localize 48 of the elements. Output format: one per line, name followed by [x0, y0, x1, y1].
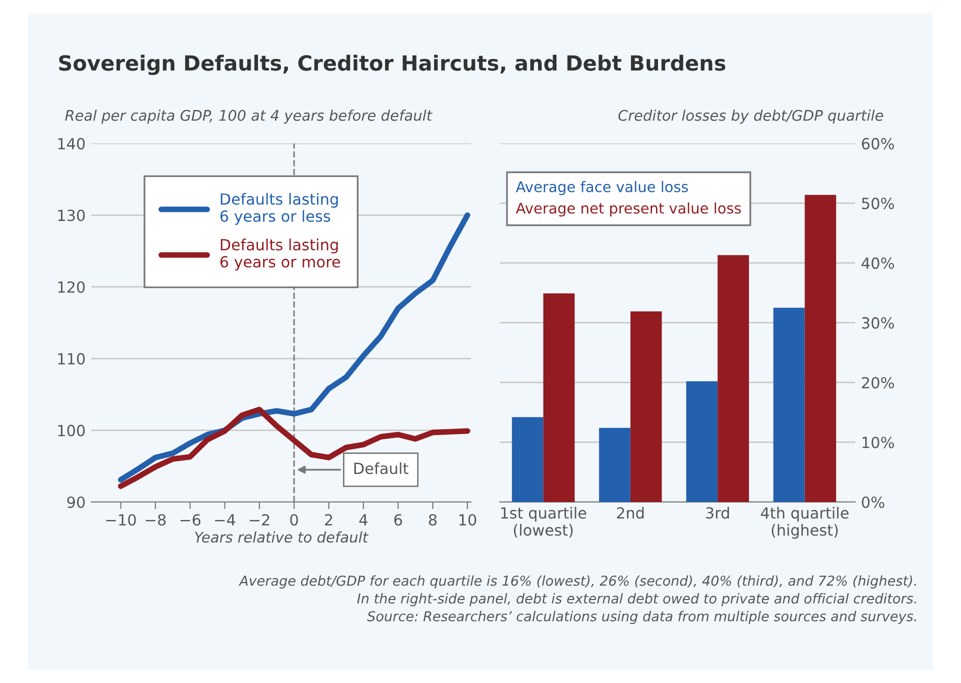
y-tick-label: 10% — [862, 436, 894, 448]
annotation: Default — [354, 462, 408, 474]
bar — [804, 194, 836, 502]
y-tick-label: 130 — [58, 210, 85, 222]
x-axis-title: Years relative to default — [195, 531, 369, 543]
x-tick-label: −10 — [106, 514, 136, 526]
text: Average debt/GDP for each quartile is 16% (lowest), 26% (second), 40% (third), and 72% (highest). — [238, 575, 916, 589]
x-tick-label: 2nd — [617, 506, 644, 519]
x-tick-label: 4th quartile (highest) — [760, 506, 849, 539]
text: In the right-side panel, debt is external debt owed to private and official creditors. — [357, 593, 916, 606]
x-tick-label: −6 — [180, 514, 200, 526]
y-tick-label: 20% — [862, 376, 894, 388]
x-tick-label: 0 — [290, 514, 298, 526]
y-tick-label: 60% — [862, 138, 894, 150]
y-tick-label: 40% — [862, 257, 894, 269]
bar — [599, 428, 630, 502]
x-tick-label: −4 — [215, 514, 236, 526]
x-tick-label: 8 — [428, 514, 437, 526]
bar — [773, 308, 805, 502]
y-tick-label: 30% — [862, 317, 894, 329]
y-tick-label: 110 — [58, 353, 85, 365]
y-tick-label: 100 — [58, 424, 85, 436]
x-tick-label: 2 — [325, 514, 332, 526]
bar — [718, 255, 749, 502]
x-tick-label: 6 — [394, 514, 402, 526]
x-tick-label: 10 — [459, 514, 476, 526]
x-tick-label: 4 — [359, 514, 368, 526]
bar — [630, 311, 662, 502]
x-tick-label: −2 — [250, 514, 270, 526]
legend-label: Defaults lasting 6 years or more — [220, 238, 340, 271]
y-tick-label: 0% — [862, 496, 884, 508]
y-tick-label: 120 — [58, 281, 85, 293]
bar — [543, 293, 575, 502]
y-tick-label: 140 — [58, 138, 85, 150]
text: Average face value loss — [516, 180, 688, 196]
x-tick-label: 3rd — [706, 506, 729, 519]
chart-title: Sovereign Defaults, Creditor Haircuts, and Debt Burdens — [59, 54, 726, 76]
bar — [512, 417, 544, 502]
source-note: Source: Researchers’ calculations using data from multiple sources and surveys. — [367, 610, 916, 624]
y-tick-label: 50% — [862, 198, 894, 210]
y-axis-title: Real per capita GDP, 100 at 4 years before default — [65, 110, 433, 124]
legend-label: Defaults lasting 6 years or less — [220, 192, 338, 225]
y-axis-title: Creditor losses by debt/GDP quartile — [618, 110, 884, 124]
x-tick-label: −8 — [146, 514, 166, 526]
x-tick-label: 1st quartile (lowest) — [501, 506, 586, 538]
bar — [686, 381, 718, 502]
text: Average net present value loss — [516, 202, 741, 217]
y-tick-label: 90 — [67, 496, 85, 508]
